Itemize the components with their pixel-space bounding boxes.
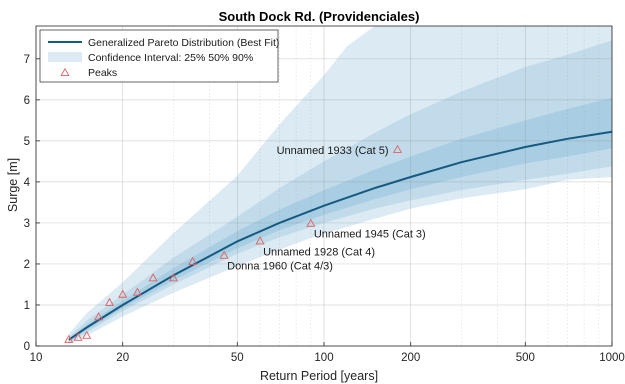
peak-marker: [118, 289, 128, 298]
peaks-layer: [64, 144, 403, 343]
x-tick-label: 10: [30, 352, 43, 364]
peak-marker: [255, 236, 265, 245]
chart-title: South Dock Rd. (Providenciales): [219, 9, 420, 24]
peak-marker: [392, 144, 403, 153]
legend-ci-swatch: [48, 52, 82, 62]
y-axis-label: Surge [m]: [6, 158, 20, 212]
legend-label-ci: Confidence Interval: 25% 50% 90%: [88, 52, 253, 64]
x-tick-label: 100: [314, 352, 333, 364]
best-fit-layer: [68, 130, 613, 341]
peak-annotation: Donna 1960 (Cat 4/3): [227, 261, 333, 273]
x-tick-label: 500: [516, 352, 535, 364]
annotations-layer: Unnamed 1933 (Cat 5) Unnamed 1945 (Cat 3)…: [227, 145, 426, 273]
y-tick-label: 4: [24, 177, 31, 189]
peak-marker: [94, 312, 104, 321]
x-tick-label: 50: [231, 352, 244, 364]
peak-marker: [73, 332, 83, 341]
peak-marker: [132, 287, 142, 296]
y-tick-label: 5: [24, 136, 30, 148]
best-fit-line: [68, 130, 613, 341]
peak-annotation: Unnamed 1928 (Cat 4): [263, 246, 375, 258]
x-axis-label: Return Period [years]: [260, 369, 378, 383]
legend-label-best-fit: Generalized Pareto Distribution (Best Fi…: [88, 37, 279, 49]
peak-marker: [168, 273, 178, 282]
peak-marker: [64, 334, 74, 343]
peak-marker: [219, 250, 229, 259]
peak-marker: [306, 218, 316, 227]
y-tick-label: 7: [24, 54, 30, 66]
y-tick-label: 1: [24, 300, 30, 312]
peak-marker: [82, 330, 92, 339]
tick-labels: 10 20 50 100 200 500 1000 0 1 2 3 4 5 6 7: [24, 54, 625, 364]
legend-peak-swatch: [60, 67, 70, 76]
x-tick-label: 200: [401, 352, 420, 364]
x-tick-label: 1000: [599, 352, 625, 364]
peak-annotation: Unnamed 1933 (Cat 5): [277, 145, 389, 157]
y-tick-label: 3: [24, 218, 30, 230]
peak-annotation: Unnamed 1945 (Cat 3): [314, 229, 426, 241]
legend-label-peaks: Peaks: [88, 67, 117, 79]
x-tick-label: 20: [116, 352, 129, 364]
peak-marker: [148, 273, 158, 282]
legend: Generalized Pareto Distribution (Best Fi…: [39, 29, 279, 83]
peak-marker: [188, 256, 198, 265]
y-tick-label: 0: [24, 341, 30, 353]
y-tick-label: 2: [24, 259, 30, 271]
peak-marker: [104, 297, 115, 306]
y-tick-label: 6: [24, 95, 30, 107]
